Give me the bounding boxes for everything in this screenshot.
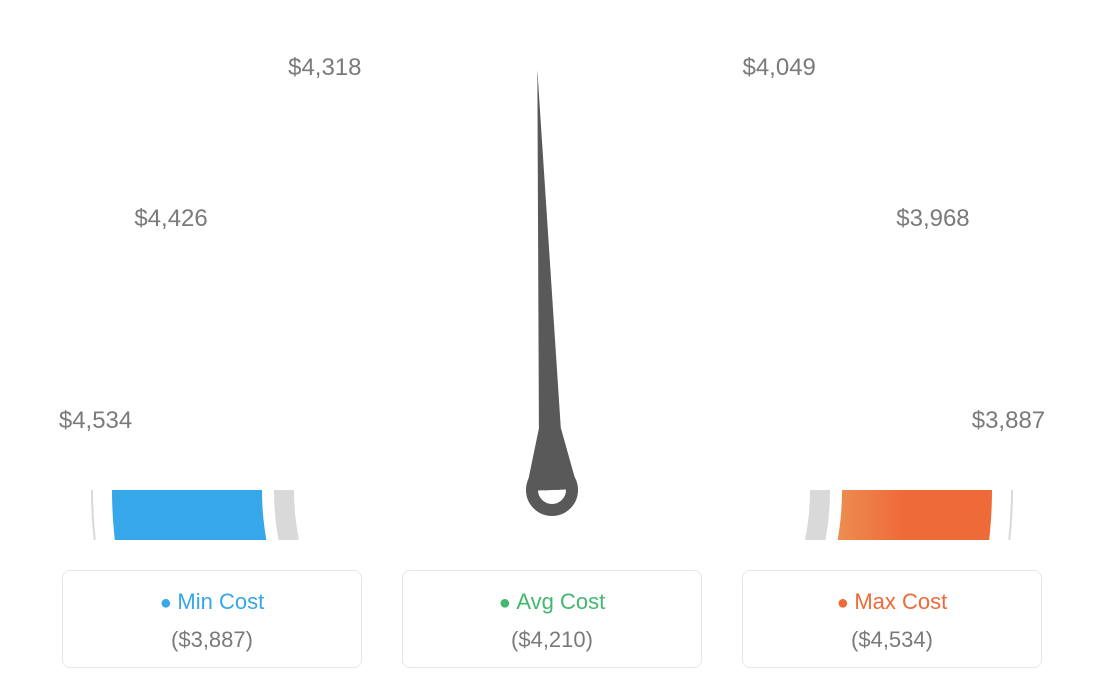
gauge-scale-label: $4,318 xyxy=(288,54,378,82)
legend-card-avg-cost: Avg Cost ($4,210) xyxy=(402,570,702,668)
legend-row: Min Cost ($3,887) Avg Cost ($4,210) Max Cost… xyxy=(0,570,1104,668)
legend-card-min-cost: Min Cost ($3,887) xyxy=(62,570,362,668)
legend-value: ($4,534) xyxy=(743,627,1041,653)
legend-card-max-cost: Max Cost ($4,534) xyxy=(742,570,1042,668)
gauge-scale-label: $3,968 xyxy=(880,205,970,233)
gauge-scale-label: $3,887 xyxy=(955,407,1045,435)
legend-title: Min Cost xyxy=(63,589,361,615)
gauge-scale-label: $4,426 xyxy=(134,205,224,233)
gauge-scale-label: $4,049 xyxy=(726,54,816,82)
legend-value: ($3,887) xyxy=(63,627,361,653)
legend-title: Avg Cost xyxy=(403,589,701,615)
legend-value: ($4,210) xyxy=(403,627,701,653)
legend-title: Max Cost xyxy=(743,589,1041,615)
gauge-svg xyxy=(0,0,1104,540)
gauge-chart: $3,887$3,968$4,049$4,210$4,318$4,426$4,5… xyxy=(0,0,1104,540)
gauge-scale-label: $4,534 xyxy=(59,407,149,435)
